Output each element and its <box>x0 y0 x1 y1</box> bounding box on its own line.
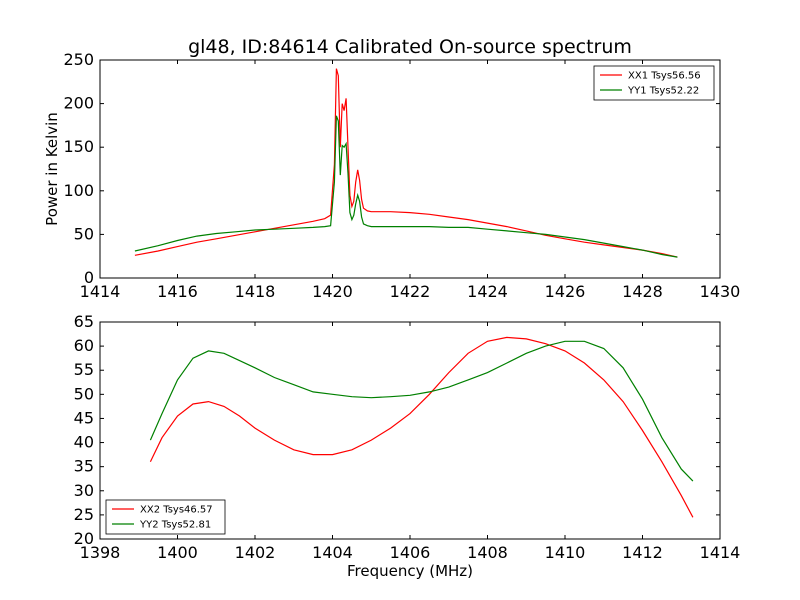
legend-label: YY1 Tsys52.22 <box>627 86 699 97</box>
y-tick-label: 20 <box>74 529 94 548</box>
legend-label: YY2 Tsys52.81 <box>139 520 211 531</box>
y-tick-label: 35 <box>74 457 94 476</box>
legend-1: XX1 Tsys56.56 YY1 Tsys52.22 <box>593 65 715 101</box>
y-tick-label: 50 <box>74 224 94 243</box>
x-tick-label: 1408 <box>467 543 508 562</box>
y-tick-label: 50 <box>74 384 94 403</box>
x-tick-label: 1430 <box>700 282 741 301</box>
chart-title: gl48, ID:84614 Calibrated On-source spec… <box>188 36 632 58</box>
x-tick-label: 1410 <box>545 543 586 562</box>
y-tick-label: 40 <box>74 433 94 452</box>
series-line-2-2 <box>149 340 694 482</box>
x-tick-label: 1414 <box>80 282 121 301</box>
y-tick-label: 45 <box>74 408 94 427</box>
x-tick-label: 1414 <box>700 543 741 562</box>
series-line-1-2 <box>134 115 678 258</box>
y-tick-label: 30 <box>74 481 94 500</box>
legend-label: XX1 Tsys56.56 <box>628 71 701 82</box>
series-line-2-1 <box>149 336 694 518</box>
legend-label: XX2 Tsys46.57 <box>140 505 213 516</box>
y-tick-label: 60 <box>74 336 94 355</box>
x-tick-label: 1428 <box>622 282 663 301</box>
y-axis-label: Power in Kelvin <box>43 112 61 226</box>
x-tick-label: 1418 <box>235 282 276 301</box>
x-tick-label: 1398 <box>80 543 121 562</box>
chart-panel-2: 1398 1400 1402 1404 1406 1408 1410 1412 1414 20 25… <box>74 312 741 580</box>
legend-box <box>105 499 226 535</box>
legend-2: XX2 Tsys46.57 YY2 Tsys52.81 <box>105 499 226 535</box>
legend-box <box>593 65 715 101</box>
panels: 1414 1416 1418 1420 1422 1424 1426 1428 14300501… <box>43 50 740 580</box>
x-tick-label: 1402 <box>235 543 276 562</box>
x-tick-label: 1406 <box>390 543 431 562</box>
y-tick-label: 150 <box>63 137 94 156</box>
y-tick-label: 100 <box>63 181 94 200</box>
x-axis-label: Frequency (MHz) <box>347 562 473 580</box>
chart-panel-1: 1414 1416 1418 1420 1422 1424 1426 1428 1430 0 50 1… <box>43 50 740 301</box>
y-tick-label: 0 <box>84 268 94 287</box>
x-tick-label: 1426 <box>545 282 586 301</box>
x-tick-label: 1416 <box>157 282 198 301</box>
y-tick-label: 55 <box>74 360 94 379</box>
x-tick-label: 1404 <box>312 543 353 562</box>
x-tick-label: 1422 <box>390 282 431 301</box>
x-tick-label: 1424 <box>467 282 508 301</box>
x-tick-label: 1400 <box>157 543 198 562</box>
x-tick-label: 1412 <box>622 543 663 562</box>
y-tick-label: 200 <box>63 94 94 113</box>
y-tick-label: 25 <box>74 505 94 524</box>
x-tick-label: 1420 <box>312 282 353 301</box>
y-tick-label: 65 <box>74 312 94 331</box>
y-tick-label: 250 <box>63 50 94 69</box>
